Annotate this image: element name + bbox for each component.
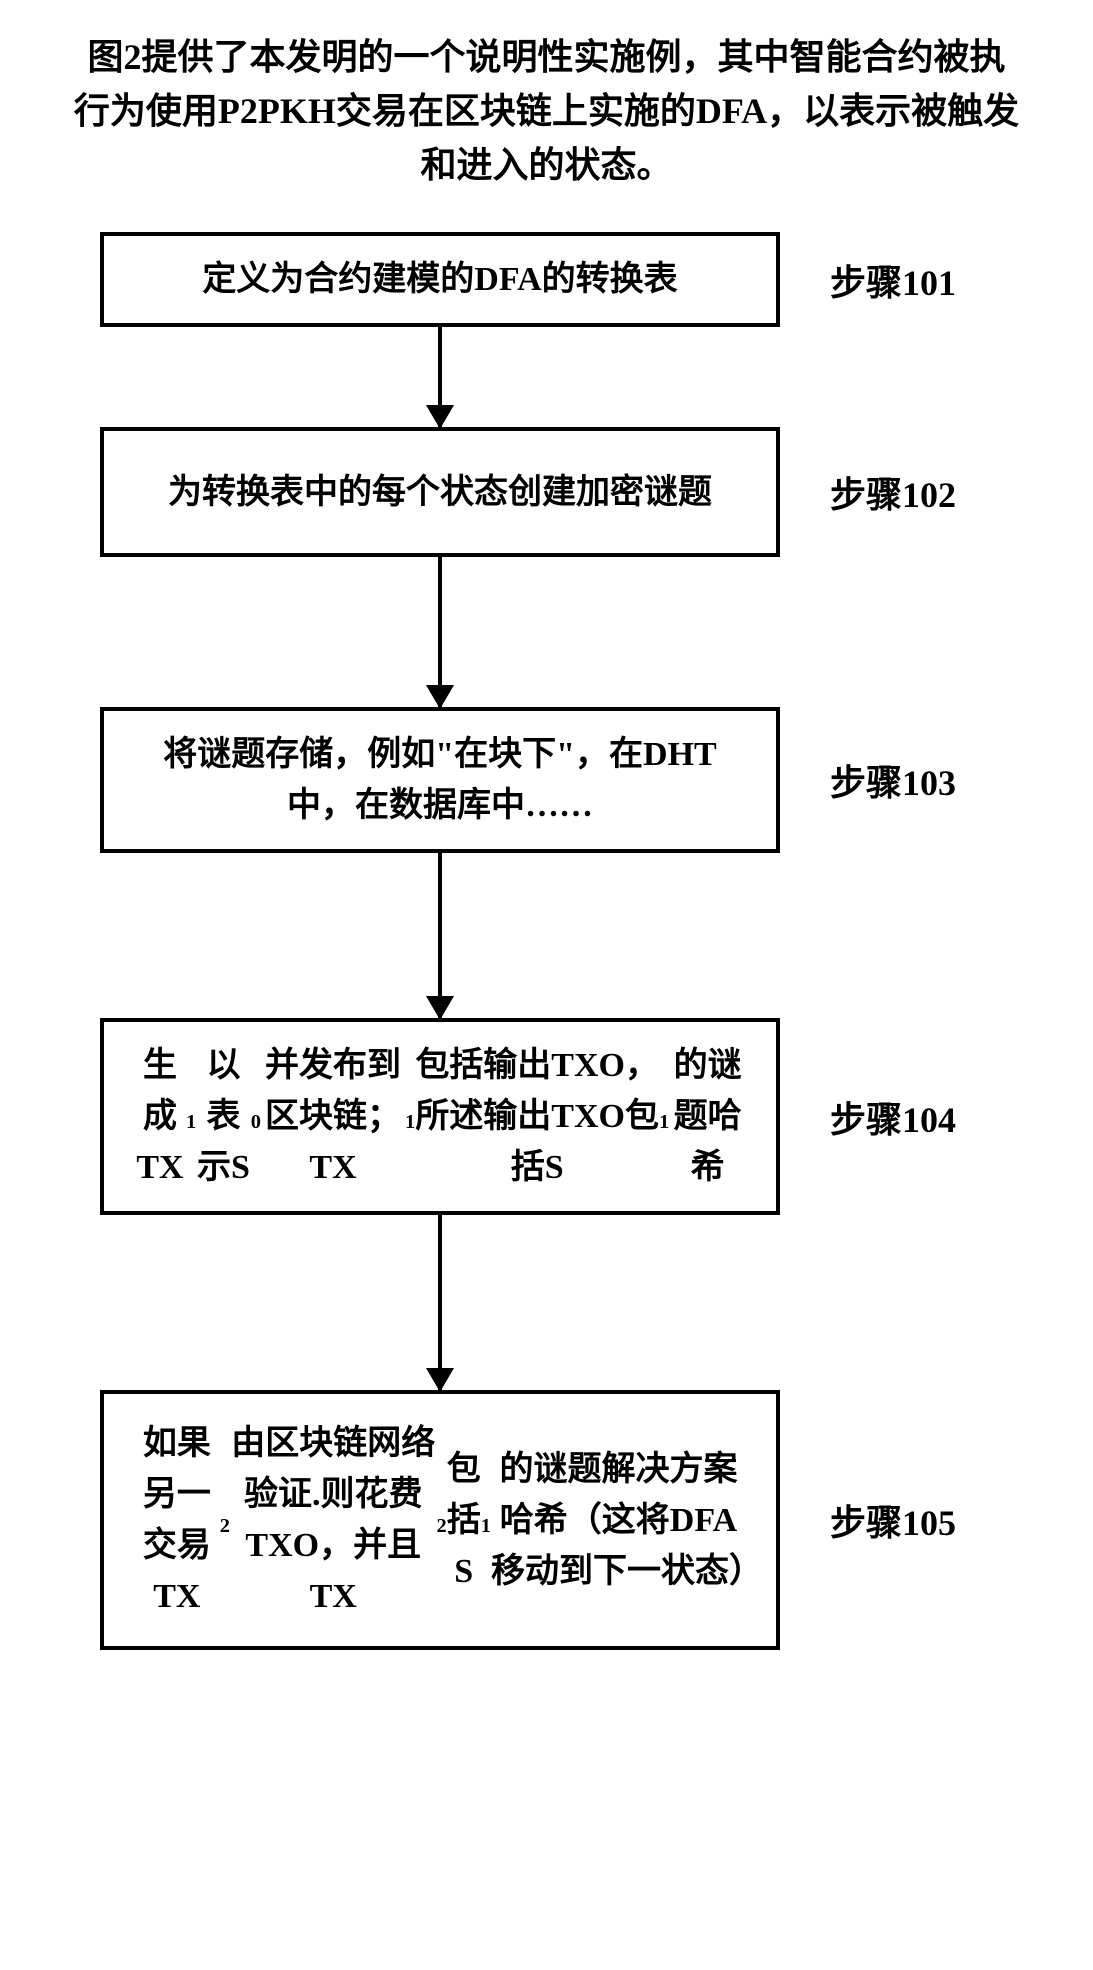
arrow-container	[100, 327, 780, 427]
step-label-step101: 步骤101	[830, 254, 956, 306]
flowchart-box-step101: 定义为合约建模的DFA的转换表	[100, 232, 780, 327]
flowchart-box-step103: 将谜题存储，例如"在块下"，在DHT中，在数据库中……	[100, 707, 780, 853]
arrow-container	[100, 1215, 780, 1390]
flowchart-container: 定义为合约建模的DFA的转换表步骤101为转换表中的每个状态创建加密谜题步骤10…	[40, 232, 1053, 1650]
step-label-step102: 步骤102	[830, 466, 956, 518]
step-label-step104: 步骤104	[830, 1091, 956, 1143]
figure-header: 图2提供了本发明的一个说明性实施例，其中智能合约被执行为使用P2PKH交易在区块…	[40, 30, 1053, 192]
arrow-container	[100, 853, 780, 1018]
step-row: 定义为合约建模的DFA的转换表步骤101	[100, 232, 1053, 327]
step-label-step103: 步骤103	[830, 754, 956, 806]
flow-arrow	[438, 1215, 442, 1390]
step-row: 生成TX1以表示S0并发布到区块链；TX1包括输出TXO，所述输出TXO包括S1…	[100, 1018, 1053, 1215]
step-row: 将谜题存储，例如"在块下"，在DHT中，在数据库中…… 步骤103	[100, 707, 1053, 853]
flowchart-box-step105: 如果另一交易TX2由区块链网络验证.则花费TXO，并且TX2包括S1的谜题解决方…	[100, 1390, 780, 1650]
step-row: 为转换表中的每个状态创建加密谜题步骤102	[100, 427, 1053, 557]
flow-arrow	[438, 327, 442, 427]
arrow-container	[100, 557, 780, 707]
flow-arrow	[438, 557, 442, 707]
flowchart-box-step102: 为转换表中的每个状态创建加密谜题	[100, 427, 780, 557]
step-row: 如果另一交易TX2由区块链网络验证.则花费TXO，并且TX2包括S1的谜题解决方…	[100, 1390, 1053, 1650]
step-label-step105: 步骤105	[830, 1494, 956, 1546]
flow-arrow	[438, 853, 442, 1018]
flowchart-box-step104: 生成TX1以表示S0并发布到区块链；TX1包括输出TXO，所述输出TXO包括S1…	[100, 1018, 780, 1215]
